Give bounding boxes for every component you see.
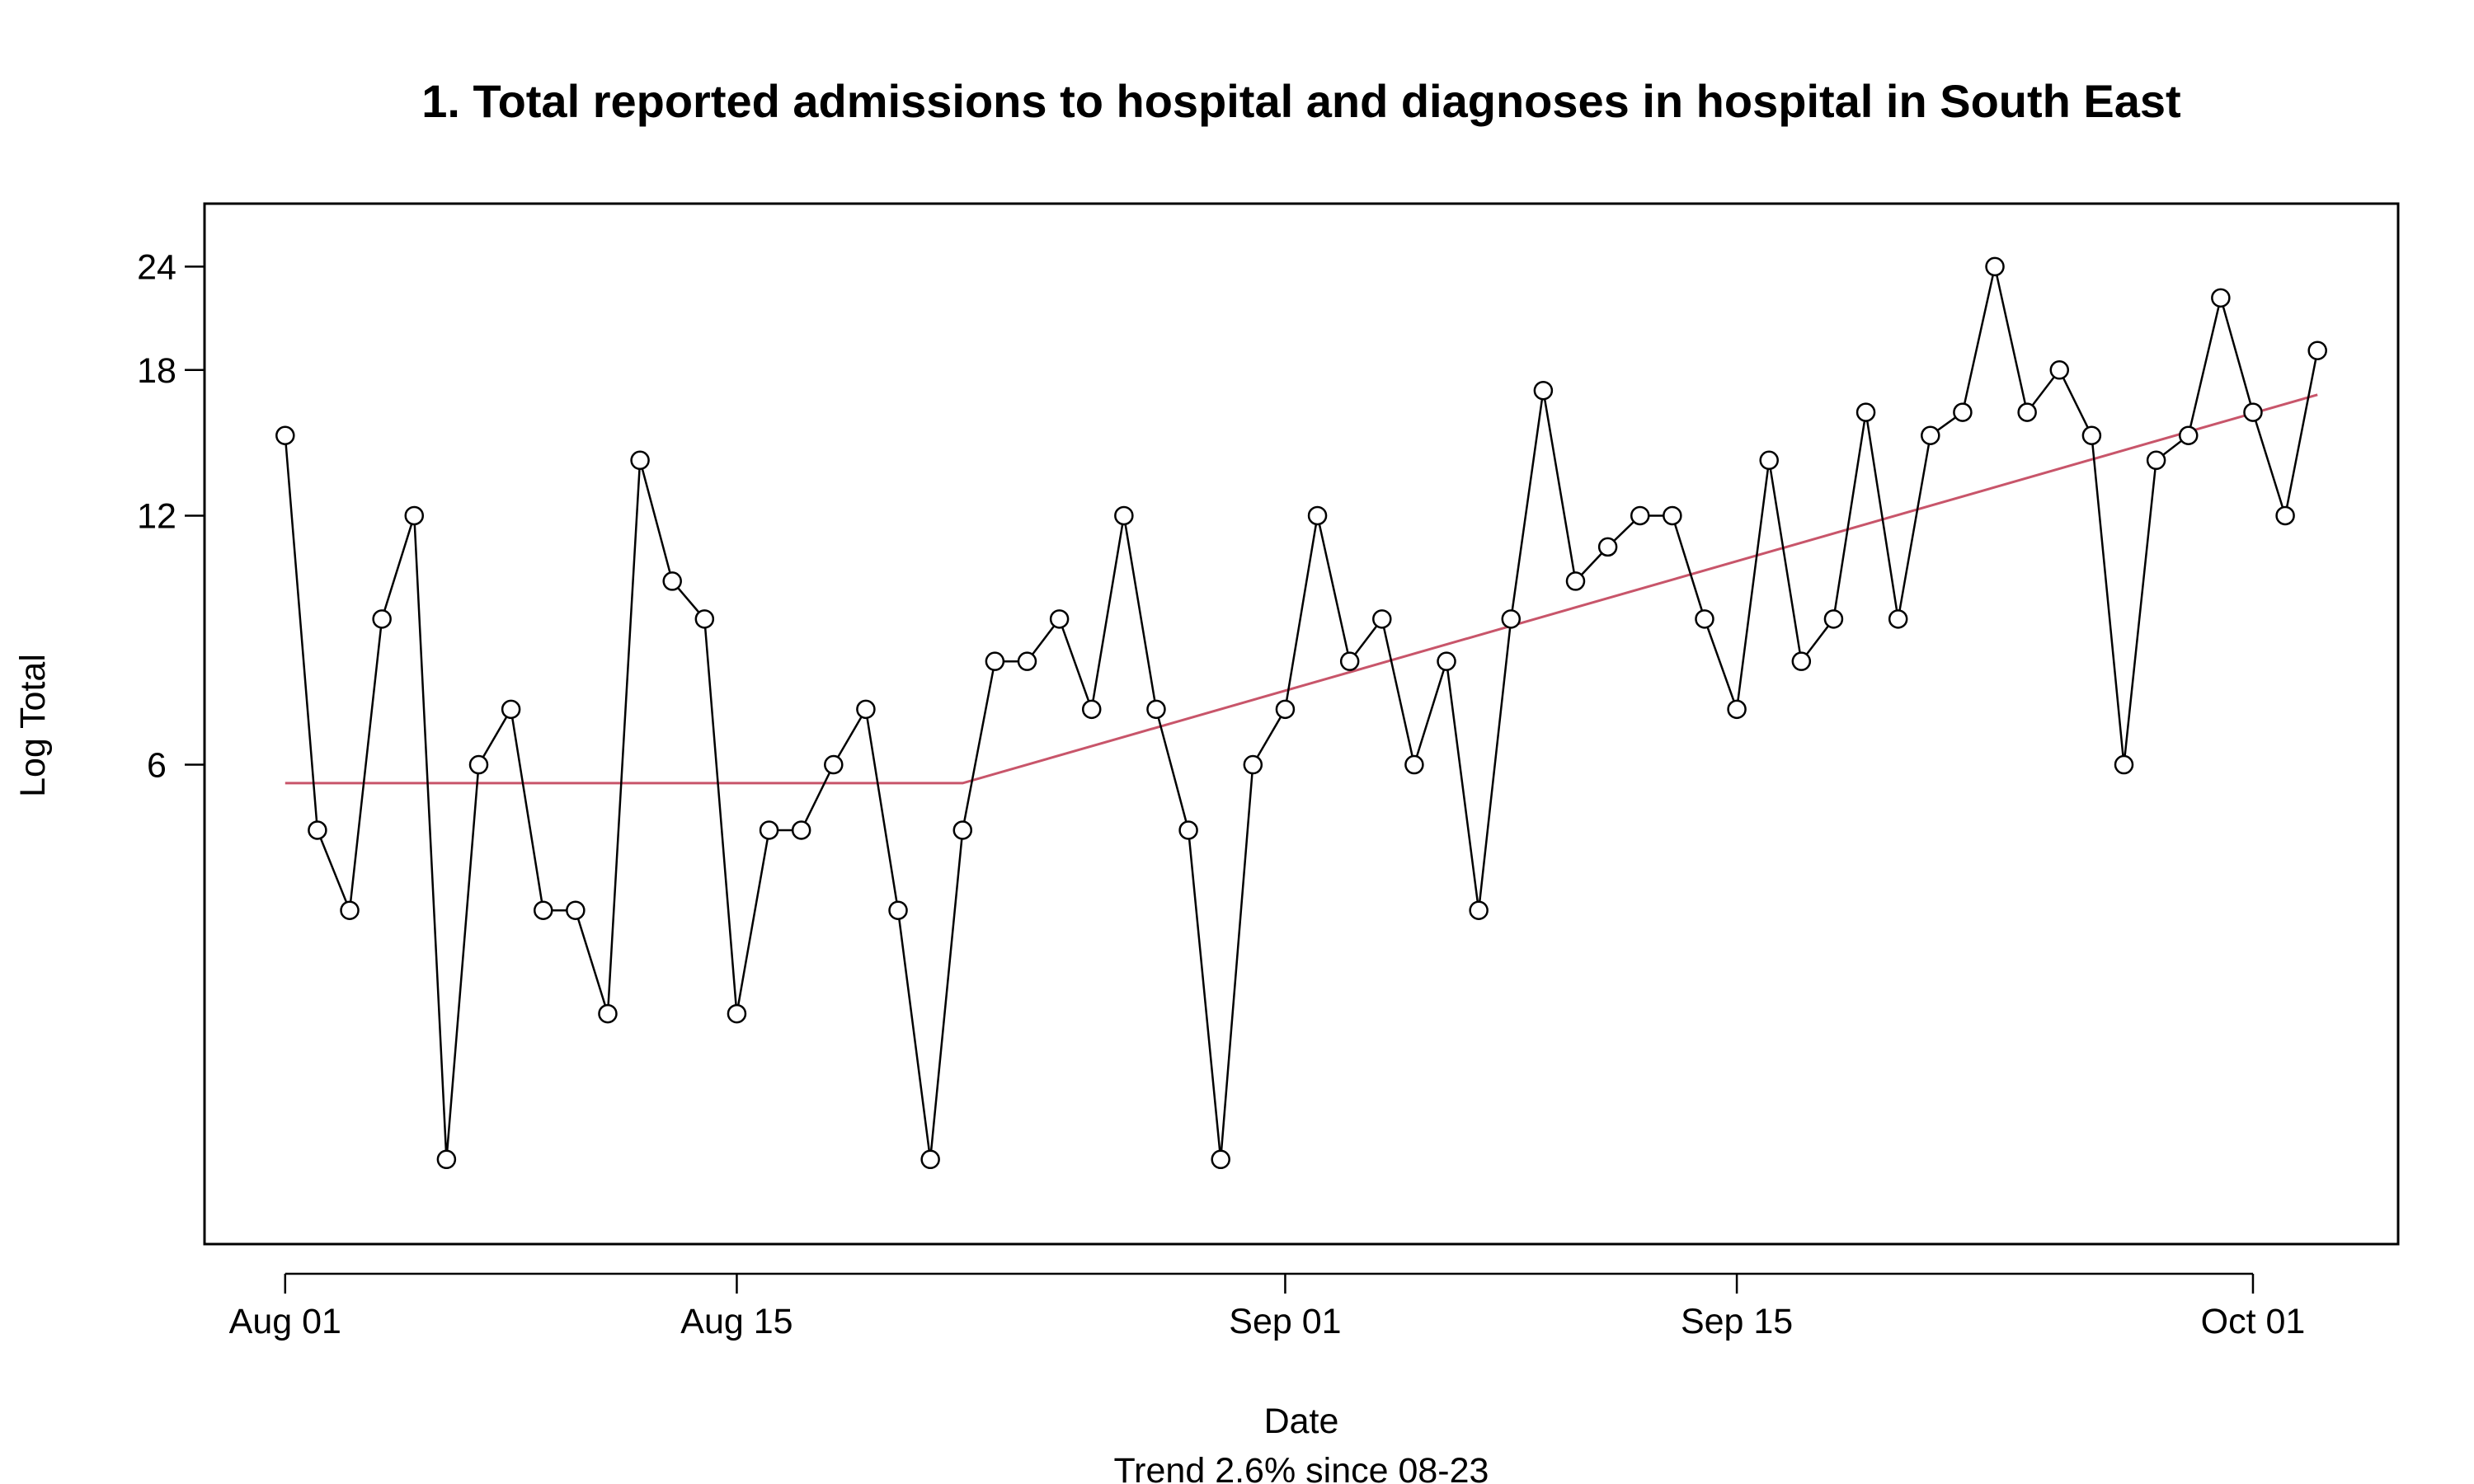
data-point [727,1003,747,1024]
data-point [1533,380,1554,401]
data-point [1727,699,1747,720]
data-point [1146,699,1166,720]
data-point [1856,402,1876,422]
data-point [1791,651,1812,671]
trend-line [285,393,2318,785]
data-point [533,900,553,920]
data-point [404,505,425,526]
data-point [1565,571,1586,591]
data-point [1372,609,1392,629]
data-point [856,699,876,720]
data-point [2307,340,2327,360]
data-point [1339,651,1360,671]
data-point [1049,609,1070,629]
data-point [759,820,779,840]
y-tick-label: 18 [137,351,176,391]
data-point [1695,609,1714,629]
x-axis-label: Date [1264,1402,1339,1441]
data-point [340,900,360,920]
chart-title: 1. Total reported admissions to hospital… [421,75,2180,127]
data-point [1307,505,1328,526]
x-axis: Aug 01 Aug 15 Sep 01 Sep 15 Oct 01 [229,1272,2306,1341]
data-point [1081,699,1102,720]
x-tick-label: Aug 15 [680,1302,793,1341]
data-point [1114,505,1134,526]
data-point [1823,609,1844,629]
data-point [598,1003,618,1024]
y-tick-label: 12 [137,496,176,536]
trend-subtitle: Trend 2.6% since 08-23 [1114,1451,1489,1484]
series-layer [275,256,2327,1170]
data-point [985,651,1005,671]
data-point [2081,425,2102,445]
data-point [694,609,715,629]
x-tick-label: Aug 01 [229,1302,341,1341]
y-axis: 6 12 18 24 [137,247,206,786]
data-point [1630,505,1650,526]
y-tick-label: 6 [147,746,167,786]
data-point [791,820,811,840]
data-point [662,571,682,591]
data-point [2178,425,2199,445]
data-point [2114,754,2134,775]
data-point [1985,256,2005,277]
data-point [1501,609,1522,629]
data-point [501,699,521,720]
data-point [2017,402,2037,422]
data-point [1469,900,1489,920]
data-point [1597,537,1618,557]
data-point [1663,505,1682,526]
data-point [2243,402,2263,422]
trend-layer [285,393,2318,785]
data-point [1759,450,1779,471]
data-point [2049,360,2070,380]
x-tick-label: Oct 01 [2201,1302,2306,1341]
data-point [630,450,650,471]
data-point [468,754,489,775]
data-point [2211,288,2231,308]
data-point [952,820,973,840]
data-point [1275,699,1296,720]
data-point [372,609,392,629]
data-point [1243,754,1263,775]
y-axis-label: Log Total [13,654,53,797]
data-point [436,1149,457,1170]
data-point [2146,450,2166,471]
data-point [888,900,908,920]
data-point [1178,820,1198,840]
data-point [2275,505,2295,526]
data-point [275,425,295,445]
data-point [1211,1149,1230,1170]
data-point [1953,402,1973,422]
series-line [284,266,2319,1160]
data-point [1404,754,1424,775]
data-point [566,900,586,920]
data-point [1017,651,1037,671]
data-point [308,820,327,840]
data-point [920,1149,940,1170]
data-point [1437,651,1456,671]
data-point [824,754,844,775]
plot-area-frame [203,202,2400,1246]
y-tick-label: 24 [137,247,176,287]
data-point [1888,609,1908,629]
x-tick-label: Sep 01 [1229,1302,1341,1341]
x-tick-label: Sep 15 [1681,1302,1793,1341]
data-point [1921,425,1940,445]
